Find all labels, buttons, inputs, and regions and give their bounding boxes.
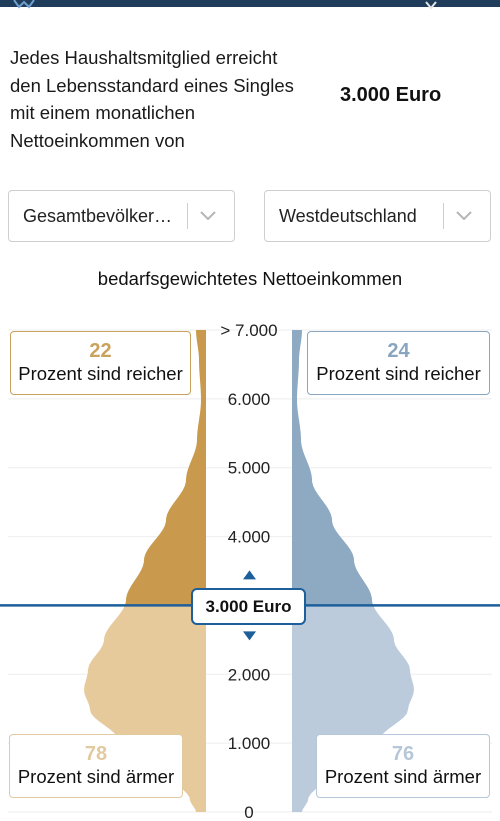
intro-text: Jedes Haushaltsmitglied erreicht den Leb… (10, 44, 310, 154)
right-richer-box: 24 Prozent sind reicher (307, 331, 490, 395)
y-tick-label: > 7.000 (220, 321, 277, 340)
left-poorer-label: Prozent sind ärmer (17, 766, 175, 787)
chart-title: bedarfsgewichtetes Nettoeinkommen (97, 268, 403, 289)
right-poorer-label: Prozent sind ärmer (324, 766, 482, 787)
right-richer-label: Prozent sind reicher (316, 363, 481, 384)
y-tick-label: 0 (244, 803, 253, 821)
arrow-down-icon[interactable] (243, 631, 256, 641)
select-separator (187, 203, 188, 229)
y-tick-label: 6.000 (228, 390, 271, 409)
left-richer-label: Prozent sind reicher (18, 363, 183, 384)
left-poorer-box: 78 Prozent sind ärmer (9, 734, 183, 798)
intro-line: mit einem monatlichen (10, 102, 196, 123)
income-marker-label[interactable]: 3.000 Euro (191, 588, 306, 625)
intro-line: den Lebensstandard eines Singles (10, 74, 294, 96)
left-richer-percent: 22 (89, 340, 112, 362)
intro-line: Nettoeinkommen von (10, 129, 185, 151)
top-bar (0, 0, 500, 10)
top-bar-marks (13, 0, 437, 10)
left-poorer-percent: 78 (84, 743, 108, 765)
intro-line: Jedes Haushaltsmitglied erreicht (10, 47, 278, 68)
left-richer-box: 22 Prozent sind reicher (10, 331, 191, 395)
population-select[interactable]: Gesamtbevölker… (8, 190, 235, 242)
chevron-down-icon[interactable] (444, 191, 484, 241)
region-select[interactable]: Westdeutschland (264, 190, 491, 242)
right-distribution-above (292, 330, 374, 606)
right-poorer-percent: 76 (391, 743, 415, 765)
y-tick-label: 1.000 (228, 734, 271, 753)
left-distribution-above (124, 330, 206, 606)
arrow-up-icon[interactable] (243, 570, 256, 580)
y-tick-label: 4.000 (228, 528, 271, 547)
y-tick-label: 5.000 (228, 459, 271, 478)
right-richer-percent: 24 (387, 340, 410, 362)
select-separator (443, 203, 444, 229)
income-amount: 3.000 Euro (340, 84, 442, 106)
y-tick-label: 2.000 (228, 665, 271, 684)
right-poorer-box: 76 Prozent sind ärmer (316, 734, 490, 798)
chevron-down-icon[interactable] (188, 191, 228, 241)
